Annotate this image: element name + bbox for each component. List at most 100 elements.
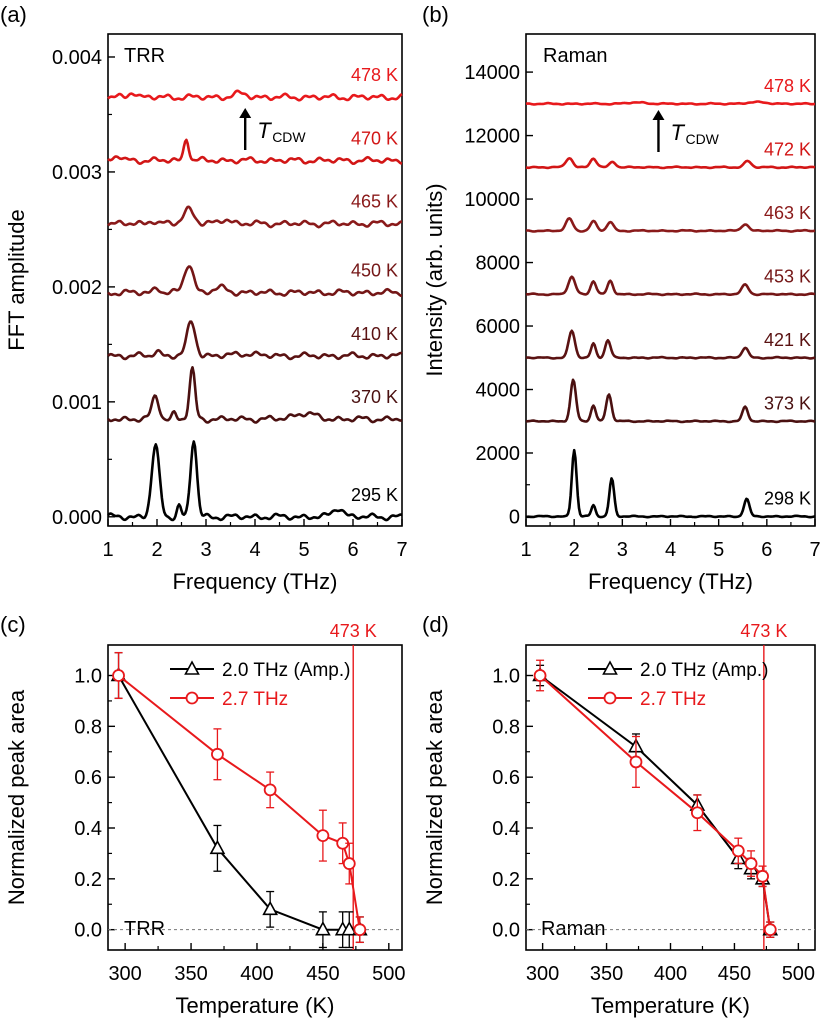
data-point-circle <box>342 857 356 870</box>
data-point-triangle <box>315 920 331 936</box>
spectrum-trace <box>107 320 403 361</box>
x-axis-label: Temperature (K) <box>176 993 335 1018</box>
y-tick-label: 0.8 <box>492 716 520 738</box>
y-tick-label: 0.2 <box>74 869 102 891</box>
tcdw-symbol: T <box>257 118 272 143</box>
spectrum-trace <box>525 100 816 106</box>
inset-label: Raman <box>541 918 605 940</box>
x-tick-label: 5 <box>298 539 309 561</box>
legend-entry-label: 2.7 THz <box>640 689 706 710</box>
x-tick-label: 7 <box>809 539 820 561</box>
spectrum-trace <box>525 157 816 170</box>
y-tick-label: 12000 <box>464 126 520 148</box>
legend-entry-label: 2.0 THz (Amp.) <box>640 660 768 681</box>
legend-marker-circle <box>603 691 617 705</box>
y-tick-label: 0.2 <box>492 869 520 891</box>
x-tick-label: 6 <box>347 539 358 561</box>
trace-temperature-label: 370 K <box>351 387 398 407</box>
x-tick-label: 300 <box>526 963 559 985</box>
data-point-triangle <box>341 920 358 936</box>
x-tick-label: 300 <box>108 963 141 985</box>
y-tick-label: 0.004 <box>52 47 102 69</box>
y-tick-label: 10000 <box>464 189 520 211</box>
y-tick-label: 0.003 <box>52 162 102 184</box>
y-tick-label: 8000 <box>476 253 521 275</box>
trace-temperature-label: 478 K <box>351 65 398 85</box>
trace-temperature-label: 421 K <box>764 330 811 350</box>
y-tick-label: 2000 <box>476 443 521 465</box>
tcdw-arrow-head <box>239 108 252 118</box>
y-tick-label: 1.0 <box>492 666 520 688</box>
spectrum-trace <box>525 275 816 297</box>
trace-temperature-label: 450 K <box>351 261 398 281</box>
spectrum-trace <box>107 205 403 229</box>
panel-label: (b) <box>422 2 449 27</box>
panel-a-fft-spectra: 1 2 3 4 5 6 7 0.000 0.001 0.002 0.003 0.004 Frequenc… <box>0 2 408 594</box>
series-line <box>117 674 361 930</box>
x-tick-label: 2 <box>569 539 580 561</box>
data-point-circle <box>629 755 643 769</box>
data-point-circle <box>533 669 547 682</box>
y-tick-label: 0.001 <box>52 392 102 414</box>
panel-label: (c) <box>0 612 26 637</box>
trace-temperature-label: 478 K <box>764 76 811 96</box>
y-axis-label: FFT amplitude <box>4 209 29 350</box>
spectrum-trace <box>525 378 816 424</box>
x-axis-label: Temperature (K) <box>591 993 750 1018</box>
trace-temperature-label: 453 K <box>764 266 811 286</box>
x-tick-label: 3 <box>617 539 628 561</box>
data-point-circle <box>763 923 777 937</box>
series-line <box>539 674 772 930</box>
legend-marker-circle <box>185 691 199 705</box>
data-point-circle <box>353 923 367 937</box>
legend-entry-label: 2.0 THz (Amp.) <box>222 660 350 681</box>
x-tick-label: 500 <box>372 963 405 985</box>
x-tick-label: 3 <box>200 539 211 561</box>
panel-label: (d) <box>422 612 449 637</box>
y-tick-label: 6000 <box>476 316 521 338</box>
data-point-circle <box>112 669 125 682</box>
tcdw-subscript: CDW <box>685 131 719 147</box>
spectrum-trace <box>525 329 816 360</box>
y-axis-label: Normalized peak area <box>4 689 29 905</box>
trace-temperature-label: 373 K <box>764 393 811 413</box>
x-tick-label: 6 <box>761 539 772 561</box>
y-tick-label: 0.4 <box>74 818 102 840</box>
data-point-circle <box>756 869 769 883</box>
trace-temperature-label: 410 K <box>351 324 398 344</box>
inset-label: TRR <box>124 918 165 940</box>
data-point-circle <box>263 783 277 797</box>
spectrum-trace <box>525 448 816 519</box>
x-tick-label: 1 <box>102 539 113 561</box>
panel-d-raman-peak-area: 300 350 400 450 500 0.0 0.2 0.4 0.6 0.8 1.0 Tempera… <box>422 612 816 1018</box>
x-tick-label: 2 <box>151 539 162 561</box>
spectrum-trace <box>107 440 403 522</box>
tcdw-subscript: CDW <box>272 129 306 145</box>
inset-label: Raman <box>543 45 607 67</box>
x-tick-label: 450 <box>306 963 339 985</box>
data-point-circle <box>690 806 704 820</box>
data-point-circle <box>731 844 745 858</box>
x-tick-label: 5 <box>713 539 724 561</box>
x-tick-label: 400 <box>240 963 273 985</box>
spectrum-trace <box>107 138 403 165</box>
y-tick-label: 0.0 <box>74 920 102 942</box>
spectrum-trace <box>525 217 816 233</box>
y-tick-label: 0.8 <box>74 716 102 738</box>
trace-temperature-label: 472 K <box>764 139 811 159</box>
trace-temperature-label: 470 K <box>351 128 398 148</box>
y-tick-label: 0.002 <box>52 277 102 299</box>
x-tick-label: 400 <box>654 963 687 985</box>
y-tick-label: 14000 <box>464 62 520 84</box>
inset-label: TRR <box>124 45 165 67</box>
x-axis-label: Frequency (THz) <box>172 569 337 594</box>
y-tick-label: 0.4 <box>492 818 520 840</box>
trace-temperature-label: 463 K <box>764 203 811 223</box>
panel-label: (a) <box>0 2 27 27</box>
legend-marker-triangle <box>602 660 618 675</box>
x-tick-label: 4 <box>249 539 260 561</box>
x-axis-label: Frequency (THz) <box>588 569 753 594</box>
panel-c-trr-peak-area: 300 350 400 450 500 0.0 0.2 0.4 0.6 0.8 1.0 Tempera… <box>0 612 406 1018</box>
x-tick-label: 450 <box>718 963 751 985</box>
